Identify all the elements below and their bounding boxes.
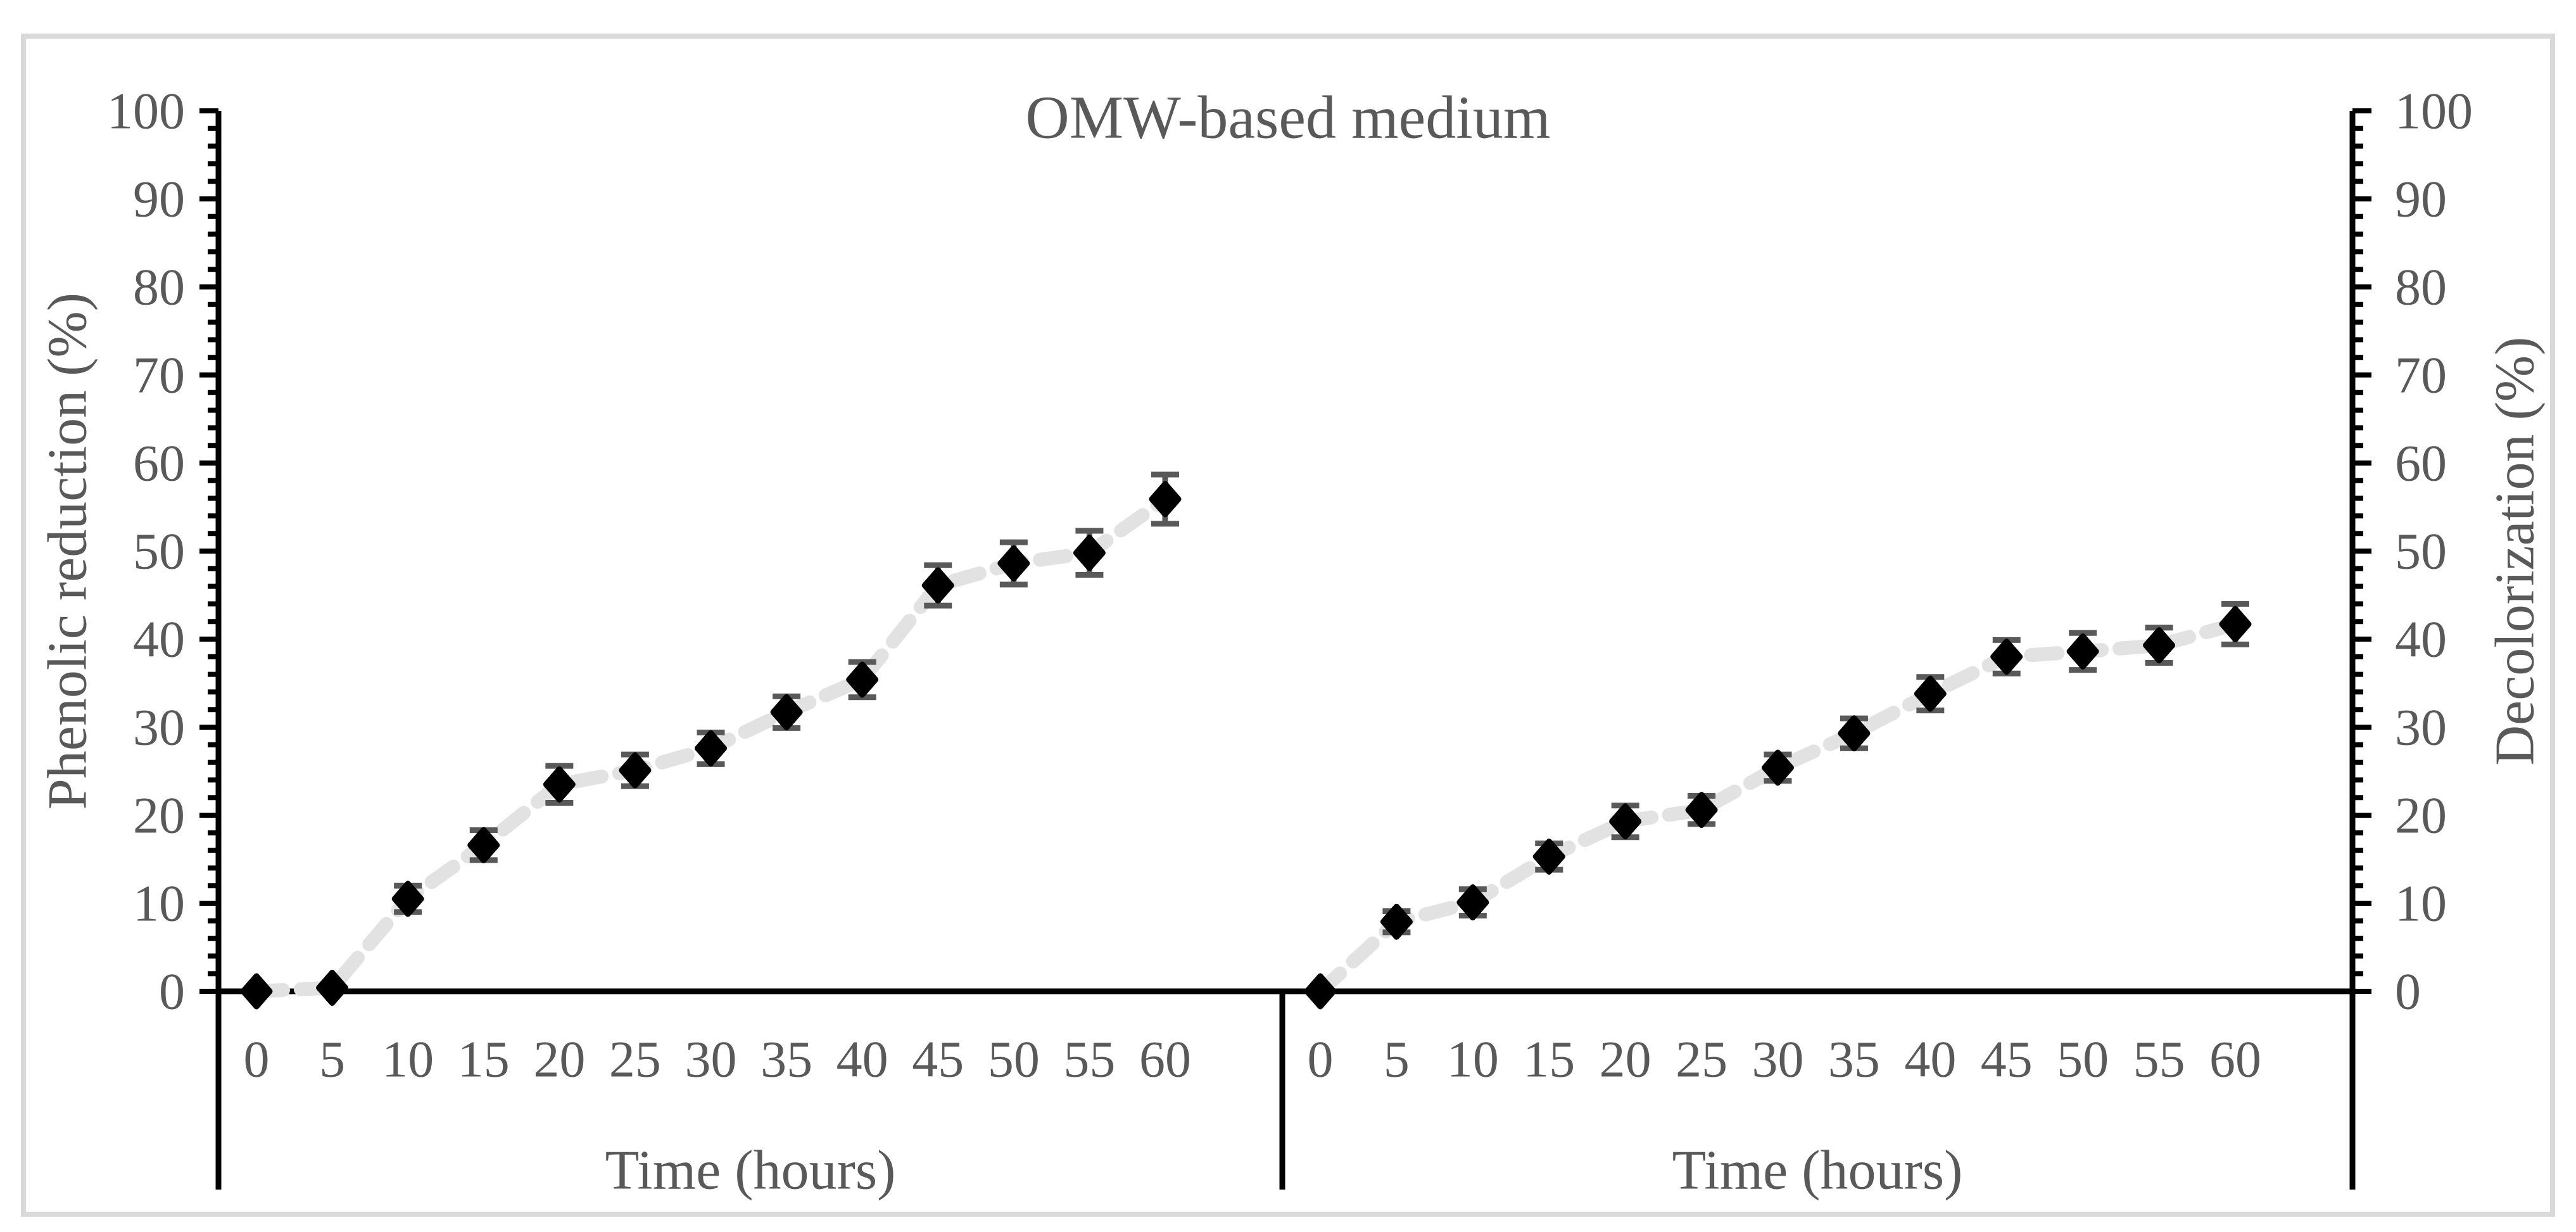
y-tick-label: 30	[133, 699, 185, 756]
x-tick-label: 15	[458, 1031, 510, 1088]
x-tick-label: 30	[685, 1031, 737, 1088]
data-point-diamond	[2143, 627, 2176, 664]
data-point-diamond	[1685, 792, 1718, 829]
data-point-diamond	[2066, 633, 2099, 670]
data-point-diamond	[316, 969, 349, 1006]
data-point-diamond	[1532, 838, 1565, 875]
y-tick-label: 0	[2395, 963, 2421, 1020]
y-tick-label: 70	[2395, 346, 2447, 404]
y-tick-label: 20	[2395, 787, 2447, 844]
y-tick-label: 40	[133, 611, 185, 668]
x-axis-title: Time (hours)	[605, 1140, 896, 1202]
data-point-diamond	[543, 766, 576, 803]
data-point-diamond	[997, 545, 1030, 581]
data-point-diamond	[1609, 803, 1642, 840]
x-tick-label: 0	[1308, 1031, 1334, 1088]
data-point-diamond	[695, 730, 727, 766]
x-tick-label: 60	[1139, 1031, 1191, 1088]
y-tick-label: 40	[2395, 611, 2447, 668]
x-tick-label: 55	[2133, 1031, 2185, 1088]
x-tick-label: 10	[1447, 1031, 1499, 1088]
x-tick-label: 45	[912, 1031, 964, 1088]
y-tick-label: 70	[133, 346, 185, 404]
right-y-axis-title: Decolorization (%)	[2485, 337, 2546, 766]
y-tick-label: 20	[133, 787, 185, 844]
data-point-diamond	[1456, 884, 1489, 921]
data-point-diamond	[846, 661, 879, 698]
y-tick-label: 90	[2395, 170, 2447, 228]
data-point-diamond	[1149, 481, 1182, 518]
data-point-diamond	[619, 752, 652, 789]
x-tick-label: 60	[2209, 1031, 2261, 1088]
y-tick-label: 100	[2395, 82, 2473, 140]
y-tick-label: 10	[133, 875, 185, 932]
y-tick-label: 60	[2395, 435, 2447, 492]
y-tick-label: 50	[133, 523, 185, 580]
data-point-diamond	[921, 567, 954, 604]
data-point-diamond	[1914, 675, 1947, 712]
x-tick-label: 40	[837, 1031, 888, 1088]
data-point-diamond	[770, 694, 803, 730]
data-point-diamond	[1073, 535, 1106, 571]
y-tick-label: 90	[133, 170, 185, 228]
data-point-diamond	[1838, 715, 1871, 752]
y-tick-label: 0	[159, 963, 185, 1020]
y-tick-label: 80	[2395, 258, 2447, 316]
y-tick-label: 100	[107, 82, 185, 140]
data-point-diamond	[467, 827, 500, 863]
x-tick-label: 5	[1384, 1031, 1410, 1088]
x-tick-label: 35	[1828, 1031, 1880, 1088]
data-point-diamond	[1762, 749, 1794, 786]
x-tick-label: 50	[988, 1031, 1040, 1088]
data-point-diamond	[391, 880, 424, 917]
data-point-diamond	[2219, 606, 2252, 642]
x-tick-label: 5	[319, 1031, 345, 1088]
y-tick-label: 80	[133, 258, 185, 316]
x-tick-label: 45	[1981, 1031, 2033, 1088]
x-tick-label: 20	[1600, 1031, 1651, 1088]
x-tick-label: 30	[1752, 1031, 1804, 1088]
y-tick-label: 60	[133, 435, 185, 492]
left-y-axis-title: Phenolic reduction (%)	[37, 293, 99, 810]
data-point-diamond	[1304, 973, 1337, 1010]
x-tick-label: 55	[1063, 1031, 1115, 1088]
x-tick-label: 0	[244, 1031, 270, 1088]
x-tick-label: 15	[1523, 1031, 1575, 1088]
data-point-diamond	[1990, 638, 2023, 675]
y-tick-label: 30	[2395, 699, 2447, 756]
chart-title: OMW-based medium	[1025, 84, 1550, 151]
x-tick-label: 20	[533, 1031, 585, 1088]
x-tick-label: 40	[1904, 1031, 1956, 1088]
x-tick-label: 25	[1676, 1031, 1727, 1088]
x-tick-label: 35	[761, 1031, 812, 1088]
y-tick-label: 10	[2395, 875, 2447, 932]
x-axis-title: Time (hours)	[1672, 1140, 1963, 1202]
data-point-diamond	[240, 973, 273, 1010]
figure-border	[21, 34, 2555, 1217]
data-point-diamond	[1380, 903, 1413, 940]
x-tick-label: 25	[609, 1031, 661, 1088]
x-tick-label: 10	[382, 1031, 434, 1088]
x-tick-label: 50	[2057, 1031, 2109, 1088]
y-tick-label: 50	[2395, 523, 2447, 580]
